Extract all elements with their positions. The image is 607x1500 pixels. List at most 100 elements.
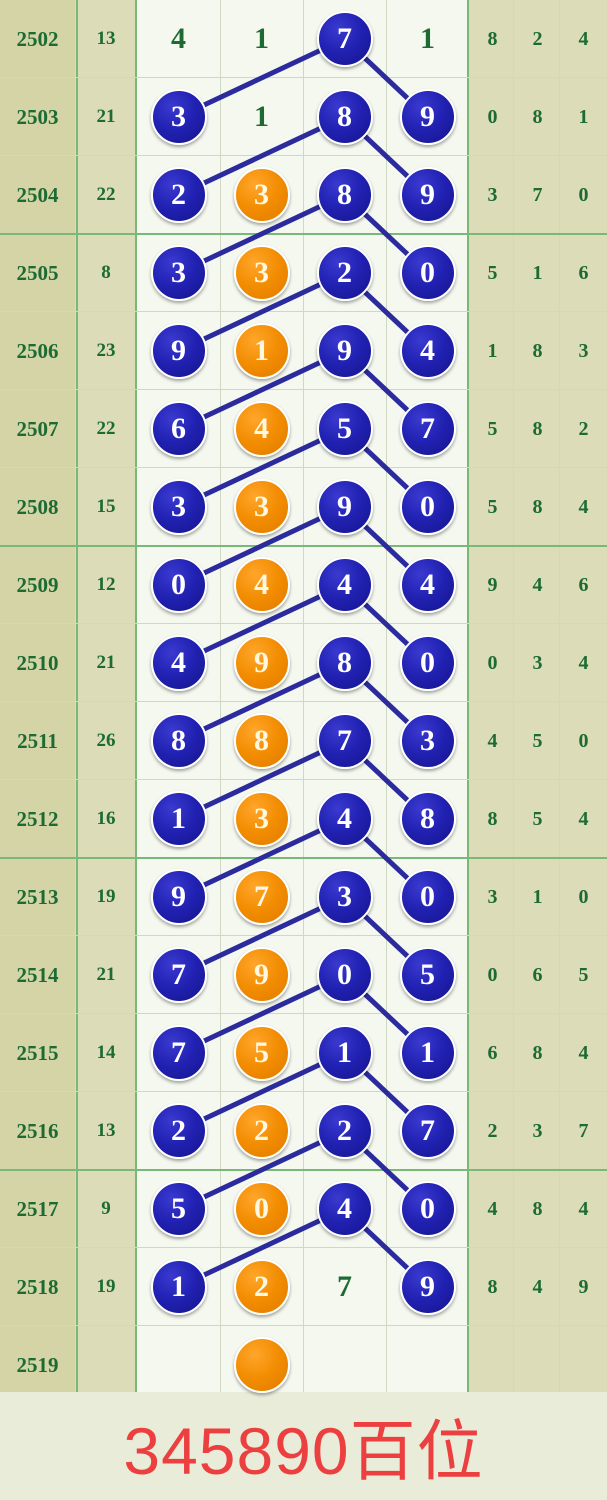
blue-ball[interactable]: 2 [316,245,373,301]
blue-ball[interactable]: 8 [150,713,207,769]
table-row[interactable]: 2507 22 6 4 5 7 5 8 2 [0,390,607,468]
blue-ball[interactable]: 7 [150,947,207,1003]
main-cell-col4[interactable]: 1 [386,0,469,78]
main-cell-col4[interactable]: 0 [386,858,469,936]
blue-ball[interactable]: 9 [399,167,456,223]
main-cell-col1[interactable]: 2 [137,1092,220,1170]
main-cell-col4[interactable]: 7 [386,1092,469,1170]
orange-ball[interactable]: 3 [233,791,290,847]
blue-ball[interactable]: 0 [399,869,456,925]
orange-ball[interactable]: 4 [233,401,290,457]
main-cell-col3[interactable]: 4 [303,780,386,858]
main-cell-col1[interactable]: 9 [137,312,220,390]
main-cell-col4[interactable]: 0 [386,468,469,546]
main-cell-col2[interactable]: 8 [220,702,303,780]
blue-ball[interactable]: 4 [399,323,456,379]
blue-ball[interactable]: 3 [399,713,456,769]
orange-ball[interactable]: 4 [233,557,290,613]
table-row[interactable]: 2514 21 7 9 0 5 0 6 5 [0,936,607,1014]
main-cell-col3[interactable]: 9 [303,468,386,546]
table-row[interactable]: 2516 13 2 2 2 7 2 3 7 [0,1092,607,1170]
table-row[interactable]: 2519 [0,1326,607,1404]
main-cell-col4[interactable]: 5 [386,936,469,1014]
orange-ball[interactable]: 3 [233,245,290,301]
orange-ball[interactable]: 9 [233,947,290,1003]
orange-ball[interactable]: 3 [233,167,290,223]
main-cell-col2[interactable]: 9 [220,936,303,1014]
main-cell-col1[interactable]: 5 [137,1170,220,1248]
blue-ball[interactable]: 1 [150,791,207,847]
blue-ball[interactable]: 3 [150,245,207,301]
main-cell-col1[interactable]: 4 [137,624,220,702]
blue-ball[interactable]: 3 [150,479,207,535]
table-row[interactable]: 2506 23 9 1 9 4 1 8 3 [0,312,607,390]
blue-ball[interactable]: 4 [316,1181,373,1237]
main-cell-col4[interactable]: 4 [386,546,469,624]
main-cell-col1[interactable]: 3 [137,78,220,156]
blue-ball[interactable]: 4 [316,791,373,847]
main-cell-col3[interactable]: 9 [303,312,386,390]
orange-ball[interactable]: 3 [233,479,290,535]
table-row[interactable]: 2512 16 1 3 4 8 8 5 4 [0,780,607,858]
main-cell-col1[interactable]: 7 [137,936,220,1014]
blue-ball[interactable]: 9 [316,479,373,535]
main-cell-col4[interactable]: 9 [386,156,469,234]
main-cell-col1[interactable]: 1 [137,1248,220,1326]
main-cell-col2[interactable]: 3 [220,156,303,234]
blue-ball[interactable]: 9 [399,89,456,145]
main-cell-col3[interactable]: 2 [303,234,386,312]
main-cell-col4[interactable]: 4 [386,312,469,390]
blue-ball[interactable]: 7 [399,401,456,457]
table-row[interactable]: 2509 12 0 4 4 4 9 4 6 [0,546,607,624]
main-cell-col3[interactable]: 5 [303,390,386,468]
main-cell-col3[interactable]: 7 [303,1248,386,1326]
main-cell-col4[interactable]: 1 [386,1014,469,1092]
main-cell-col4[interactable]: 3 [386,702,469,780]
main-cell-col4[interactable]: 7 [386,390,469,468]
main-cell-col1[interactable]: 6 [137,390,220,468]
blue-ball[interactable]: 7 [150,1025,207,1081]
main-cell-col4[interactable]: 9 [386,1248,469,1326]
main-cell-col1[interactable]: 7 [137,1014,220,1092]
blue-ball[interactable]: 5 [316,401,373,457]
main-cell-col3[interactable]: 7 [303,702,386,780]
blue-ball[interactable]: 9 [399,1259,456,1315]
blue-ball[interactable]: 8 [316,89,373,145]
blue-ball[interactable]: 3 [316,869,373,925]
main-cell-col1[interactable]: 1 [137,780,220,858]
table-row[interactable]: 2504 22 2 3 8 9 3 7 0 [0,156,607,234]
blue-ball[interactable]: 9 [150,323,207,379]
main-cell-col3[interactable]: 8 [303,78,386,156]
table-row[interactable]: 2503 21 3 1 8 9 0 8 1 [0,78,607,156]
main-cell-col2[interactable]: 2 [220,1248,303,1326]
blue-ball[interactable]: 0 [316,947,373,1003]
table-row[interactable]: 2513 19 9 7 3 0 3 1 0 [0,858,607,936]
blue-ball[interactable]: 4 [399,557,456,613]
main-cell-col3[interactable]: 1 [303,1014,386,1092]
orange-ball[interactable]: 9 [233,635,290,691]
blue-ball[interactable]: 2 [316,1103,373,1159]
main-cell-col3[interactable]: 2 [303,1092,386,1170]
table-row[interactable]: 2508 15 3 3 9 0 5 8 4 [0,468,607,546]
main-cell-col3[interactable]: 8 [303,624,386,702]
orange-blank-ball[interactable] [233,1337,290,1393]
blue-ball[interactable]: 2 [150,1103,207,1159]
orange-ball[interactable]: 1 [233,323,290,379]
main-cell-col1[interactable]: 0 [137,546,220,624]
main-cell-col1[interactable]: 4 [137,0,220,78]
main-cell-col2[interactable]: 3 [220,468,303,546]
main-cell-col2[interactable]: 9 [220,624,303,702]
main-cell-col2[interactable]: 1 [220,78,303,156]
main-cell-col1[interactable]: 2 [137,156,220,234]
blue-ball[interactable]: 7 [399,1103,456,1159]
blue-ball[interactable]: 0 [399,245,456,301]
main-cell-col3[interactable]: 0 [303,936,386,1014]
main-cell-col2[interactable]: 0 [220,1170,303,1248]
main-cell-col3[interactable]: 3 [303,858,386,936]
blue-ball[interactable]: 0 [150,557,207,613]
main-cell-col2[interactable]: 2 [220,1092,303,1170]
main-cell-col4[interactable]: 8 [386,780,469,858]
blue-ball[interactable]: 5 [150,1181,207,1237]
blue-ball[interactable]: 0 [399,635,456,691]
blue-ball[interactable]: 7 [316,11,373,67]
